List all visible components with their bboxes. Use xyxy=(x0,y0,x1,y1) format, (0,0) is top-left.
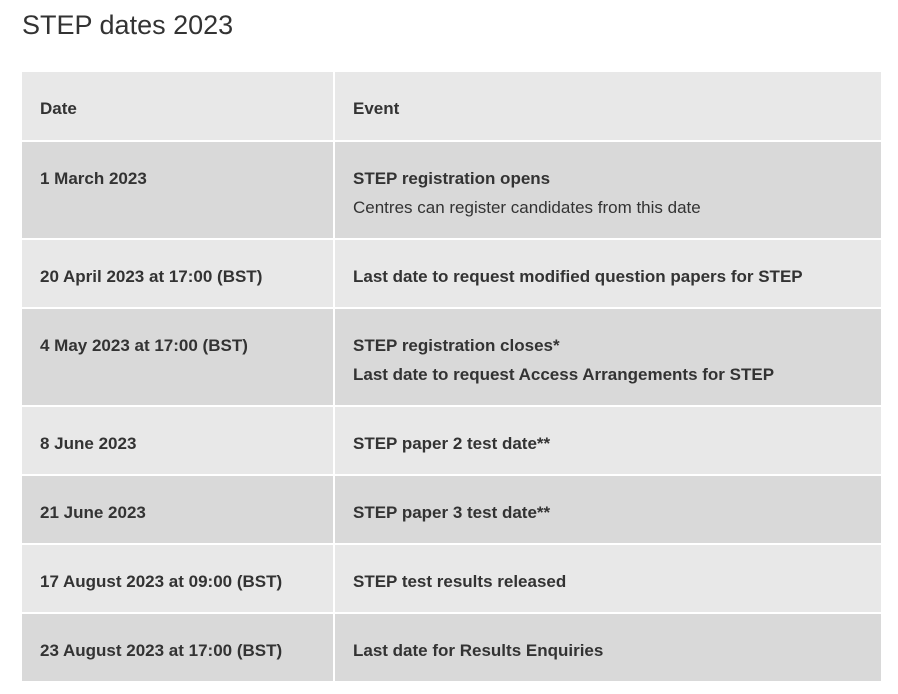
table-row: 4 May 2023 at 17:00 (BST) STEP registrat… xyxy=(22,308,881,406)
table-row: 21 June 2023 STEP paper 3 test date** xyxy=(22,475,881,544)
event-title: STEP paper 2 test date** xyxy=(353,429,863,458)
event-title-secondary: Last date to request Access Arrangements… xyxy=(353,360,863,389)
date-cell: 17 August 2023 at 09:00 (BST) xyxy=(22,544,334,613)
table-row: 1 March 2023 STEP registration opens Cen… xyxy=(22,141,881,239)
step-dates-table: Date Event 1 March 2023 STEP registratio… xyxy=(22,72,881,683)
date-cell: 21 June 2023 xyxy=(22,475,334,544)
event-title: STEP test results released xyxy=(353,567,863,596)
column-header-event: Event xyxy=(334,72,881,141)
date-cell: 20 April 2023 at 17:00 (BST) xyxy=(22,239,334,308)
event-title: STEP registration opens xyxy=(353,164,863,193)
date-cell: 23 August 2023 at 17:00 (BST) xyxy=(22,613,334,682)
event-cell: STEP test results released xyxy=(334,544,881,613)
event-title: STEP paper 3 test date** xyxy=(353,498,863,527)
event-title: STEP registration closes* xyxy=(353,331,863,360)
event-title: Last date for Results Enquiries xyxy=(353,636,863,665)
date-cell: 1 March 2023 xyxy=(22,141,334,239)
table-row: 20 April 2023 at 17:00 (BST) Last date t… xyxy=(22,239,881,308)
event-cell: Last date to request modified question p… xyxy=(334,239,881,308)
event-cell: STEP paper 3 test date** xyxy=(334,475,881,544)
event-description: Centres can register candidates from thi… xyxy=(353,193,863,222)
date-cell: 8 June 2023 xyxy=(22,406,334,475)
column-header-date: Date xyxy=(22,72,334,141)
table-header-row: Date Event xyxy=(22,72,881,141)
event-cell: Last date for Results Enquiries xyxy=(334,613,881,682)
event-cell: STEP paper 2 test date** xyxy=(334,406,881,475)
table-row: 8 June 2023 STEP paper 2 test date** xyxy=(22,406,881,475)
event-title: Last date to request modified question p… xyxy=(353,262,863,291)
event-cell: STEP registration closes* Last date to r… xyxy=(334,308,881,406)
table-row: 17 August 2023 at 09:00 (BST) STEP test … xyxy=(22,544,881,613)
table-row: 23 August 2023 at 17:00 (BST) Last date … xyxy=(22,613,881,682)
page-title: STEP dates 2023 xyxy=(22,10,233,41)
event-cell: STEP registration opens Centres can regi… xyxy=(334,141,881,239)
date-cell: 4 May 2023 at 17:00 (BST) xyxy=(22,308,334,406)
